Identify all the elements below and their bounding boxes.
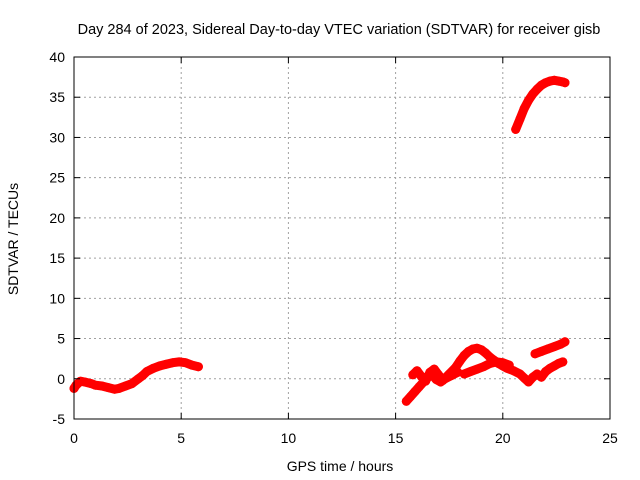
- y-tick-label: 0: [57, 371, 65, 387]
- series-evening-mid: [459, 357, 514, 379]
- data-point: [560, 337, 570, 347]
- data-point: [558, 357, 568, 367]
- data-series: [69, 75, 570, 406]
- data-point: [524, 95, 533, 105]
- x-tick-label: 20: [495, 430, 511, 446]
- axis-ticks: [73, 56, 611, 420]
- grid-lines: [74, 57, 610, 419]
- data-point: [560, 78, 570, 88]
- y-tick-label: 15: [49, 250, 65, 266]
- data-point: [504, 360, 514, 370]
- y-tick-label: 35: [49, 89, 65, 105]
- data-point: [193, 362, 203, 372]
- data-point: [511, 124, 521, 134]
- series-late-evening-rise: [530, 337, 570, 359]
- y-axis-label: SDTVAR / TECUs: [5, 183, 21, 295]
- x-tick-label: 10: [281, 430, 297, 446]
- series-high-arc: [511, 75, 570, 134]
- y-tick-label: 25: [49, 170, 65, 186]
- y-tick-label: 5: [57, 331, 65, 347]
- y-tick-label: 30: [49, 129, 65, 145]
- plot-frame: [73, 56, 611, 420]
- x-tick-label: 15: [388, 430, 404, 446]
- x-axis-label: GPS time / hours: [287, 458, 394, 474]
- x-tick-label: 5: [177, 430, 185, 446]
- y-tick-label: 10: [49, 290, 65, 306]
- chart-title: Day 284 of 2023, Sidereal Day-to-day VTE…: [78, 22, 601, 38]
- series-afternoon-lower: [401, 367, 463, 406]
- y-tick-label: 40: [49, 49, 65, 65]
- y-tick-label: -5: [53, 411, 66, 427]
- data-point: [127, 379, 137, 389]
- series-morning-band: [69, 357, 203, 394]
- data-point: [519, 104, 529, 113]
- x-tick-label: 25: [602, 430, 618, 446]
- data-point: [515, 114, 525, 124]
- x-tick-label: 0: [70, 430, 78, 446]
- y-tick-label: 20: [49, 210, 65, 226]
